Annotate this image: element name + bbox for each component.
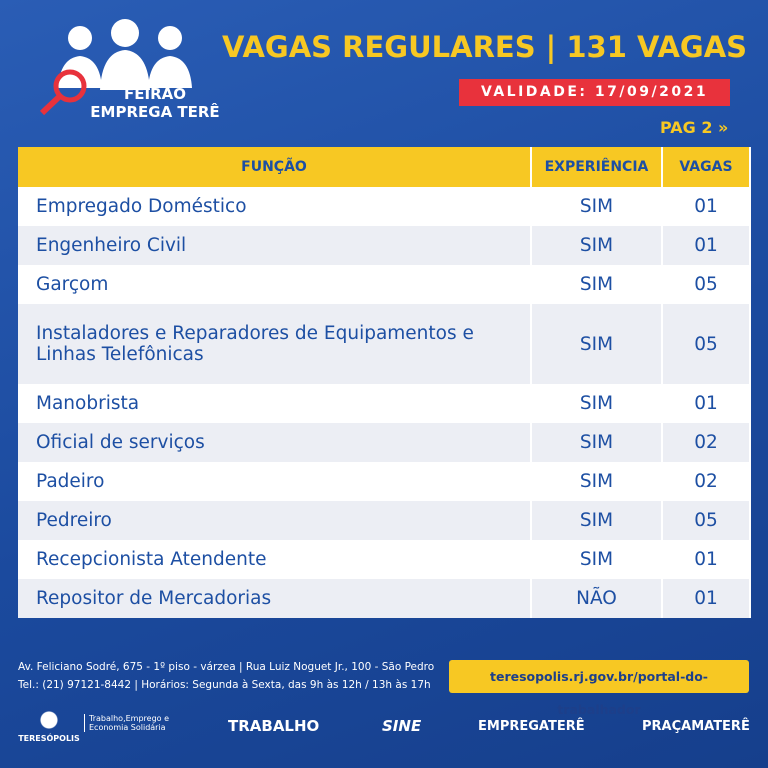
job-title: Manobrista xyxy=(18,384,532,423)
openings: 01 xyxy=(662,187,751,226)
experience: SIM xyxy=(531,384,663,423)
job-title: Recepcionista Atendente xyxy=(18,540,532,579)
logo-line1: FEIRÃO xyxy=(124,85,186,103)
column-header: FUNÇÃO xyxy=(18,147,532,187)
job-title: Pedreiro xyxy=(18,501,532,540)
header-row: FUNÇÃO EXPERIÊNCIA VAGAS xyxy=(18,147,751,187)
page-indicator: PAG 2 » xyxy=(660,118,729,137)
title: VAGAS REGULARES | 131 VAGAS xyxy=(222,30,748,64)
openings: 05 xyxy=(662,501,751,540)
experience: SIM xyxy=(531,462,663,501)
openings: 01 xyxy=(662,579,751,618)
sine-logo: SINE xyxy=(382,717,422,735)
secretaria-logo: Trabalho,Emprego e Economia Solidária xyxy=(84,714,169,732)
openings: 05 xyxy=(662,304,751,384)
openings: 02 xyxy=(662,462,751,501)
experience: NÃO xyxy=(531,579,663,618)
experience: SIM xyxy=(531,304,663,384)
table-row: Padeiro SIM 02 xyxy=(18,462,751,501)
openings: 01 xyxy=(662,226,751,265)
table-row: Repositor de Mercadorias NÃO 01 xyxy=(18,579,751,618)
column-header: VAGAS xyxy=(662,147,751,187)
pracamatere-logo: PRAÇAMATERÊ xyxy=(642,719,750,734)
experience: SIM xyxy=(531,187,663,226)
jobs-table: FUNÇÃO EXPERIÊNCIA VAGAS Empregado Domés… xyxy=(18,147,751,618)
job-title: Repositor de Mercadorias xyxy=(18,579,532,618)
experience: SIM xyxy=(531,226,663,265)
experience: SIM xyxy=(531,423,663,462)
table-row: Oficial de serviços SIM 02 xyxy=(18,423,751,462)
table-row: Recepcionista Atendente SIM 01 xyxy=(18,540,751,579)
trabalho-logo: TRABALHO xyxy=(228,717,320,735)
job-title: Engenheiro Civil xyxy=(18,226,532,265)
logo-line2: EMPREGA TERÊ xyxy=(90,103,220,121)
logo-icon xyxy=(39,19,192,116)
job-title: Instaladores e Reparadores de Equipament… xyxy=(18,304,532,384)
openings: 01 xyxy=(662,384,751,423)
job-title: Padeiro xyxy=(18,462,532,501)
prefeitura-logo: TERESÓPOLIS xyxy=(18,710,80,743)
table-row: Pedreiro SIM 05 xyxy=(18,501,751,540)
empregatere-logo: EMPREGATERÊ xyxy=(478,719,585,734)
job-title: Garçom xyxy=(18,265,532,304)
table-row: Engenheiro Civil SIM 01 xyxy=(18,226,751,265)
job-title: Oficial de serviços xyxy=(18,423,532,462)
column-header: EXPERIÊNCIA xyxy=(531,147,663,187)
job-title: Empregado Doméstico xyxy=(18,187,532,226)
table-row: Garçom SIM 05 xyxy=(18,265,751,304)
experience: SIM xyxy=(531,540,663,579)
experience: SIM xyxy=(531,501,663,540)
table-row: Manobrista SIM 01 xyxy=(18,384,751,423)
openings: 02 xyxy=(662,423,751,462)
address: Av. Feliciano Sodré, 675 - 1º piso - vár… xyxy=(18,661,435,673)
openings: 05 xyxy=(662,265,751,304)
openings: 01 xyxy=(662,540,751,579)
contact: Tel.: (21) 97121-8442 | Horários: Segund… xyxy=(18,679,431,691)
experience: SIM xyxy=(531,265,663,304)
table-row: Empregado Doméstico SIM 01 xyxy=(18,187,751,226)
validity: VALIDADE: 17/09/2021 xyxy=(459,79,730,106)
table-row: Instaladores e Reparadores de Equipament… xyxy=(18,304,751,384)
url: teresopolis.rj.gov.br/portal-do-trabalha… xyxy=(449,660,749,717)
